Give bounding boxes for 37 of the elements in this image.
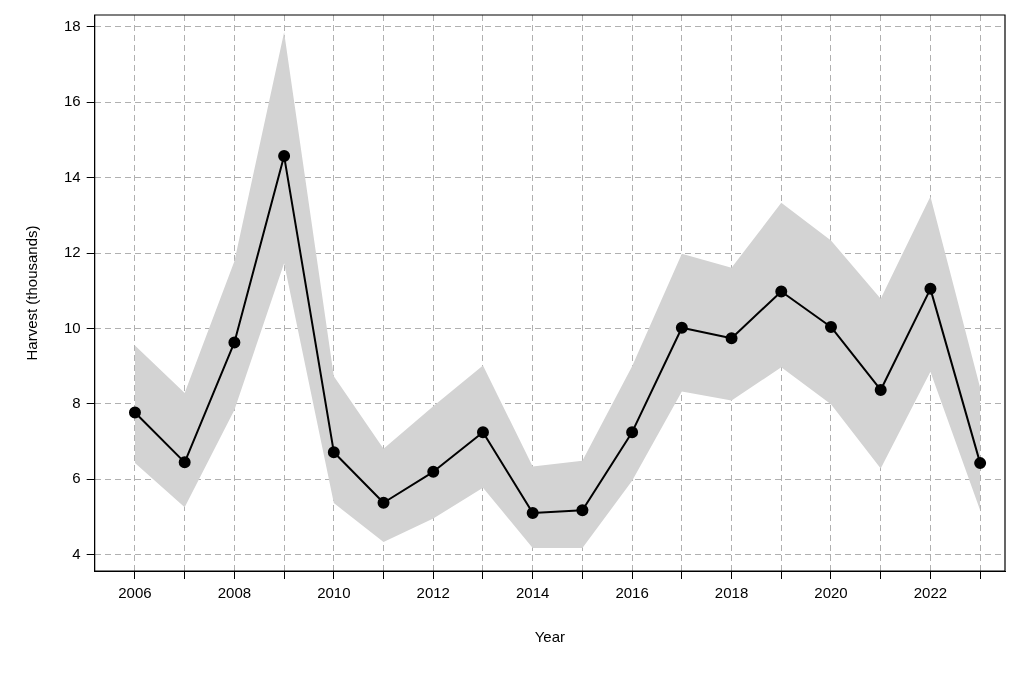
y-tick-label: 12 [64,243,81,261]
point [476,426,489,439]
x-tick-label: 2018 [714,584,749,602]
point [576,504,589,517]
point [128,406,141,419]
x-tick-label: 2006 [118,584,152,602]
x-tick-label: 2022 [913,584,948,602]
point [725,332,738,345]
x-axis-title: Year [534,628,565,646]
point [427,465,440,478]
x-tick-label: 2008 [217,584,252,602]
point [278,150,291,163]
point [824,320,837,333]
point [178,456,191,469]
point [775,285,788,298]
y-axis-title: Harvest (thousands) [23,225,41,361]
x-tick-label: 2010 [317,584,351,602]
point [377,496,390,509]
y-tick-label: 18 [64,16,81,34]
point [675,321,688,334]
y-tick-label: 4 [72,544,81,562]
y-tick-label: 8 [72,394,81,412]
y-tick-label: 10 [64,318,81,336]
point [626,426,639,439]
y-tick-label: 14 [64,167,81,185]
point [327,446,340,459]
y-tick-label: 6 [72,469,81,487]
y-tick-label: 16 [64,92,81,110]
point [228,336,241,349]
point [924,282,937,295]
x-tick-label: 2012 [416,584,450,602]
point [526,506,539,519]
x-tick-label: 2016 [615,584,649,602]
point [874,383,887,396]
point [974,457,987,470]
x-tick-label: 2020 [814,584,848,602]
x-tick-label: 2014 [516,584,550,602]
